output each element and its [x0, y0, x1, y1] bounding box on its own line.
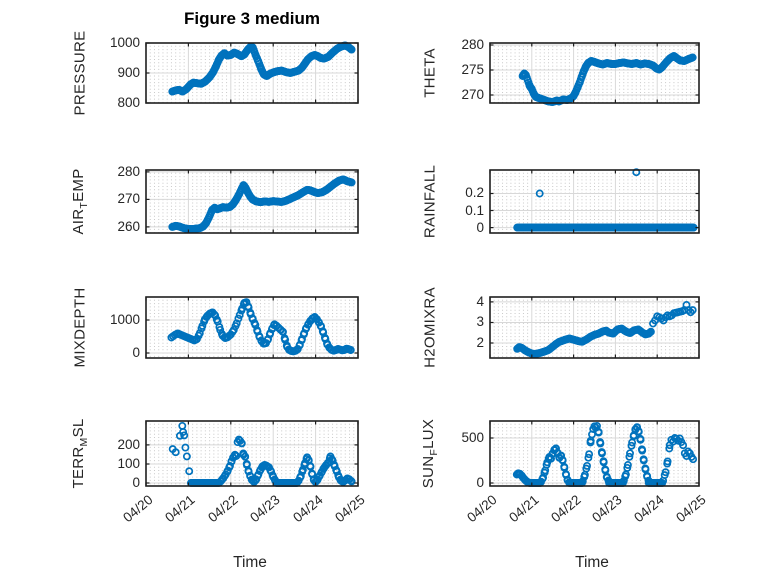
ylabel-sun-flux: SUNFLUX — [420, 418, 440, 489]
ytick-label-air-temp-280: 280 — [117, 163, 140, 179]
axes-box — [145, 420, 359, 487]
ytick-label-pressure-1000: 1000 — [109, 35, 140, 50]
ytick-label-h2omixra-3: 3 — [476, 314, 484, 330]
ytick-label-air-temp-260: 260 — [117, 218, 140, 234]
axes-box — [489, 420, 700, 487]
ylabel-theta: THETA — [421, 48, 439, 98]
ytick-label-rainfall-0.2: 0.2 — [465, 185, 484, 201]
subplot-pressure — [145, 41, 359, 104]
subplot-air-temp — [145, 169, 359, 234]
subplot-terr-msl — [145, 420, 359, 487]
axes-box — [145, 169, 359, 234]
ylabel-pressure: PRESSURE — [71, 30, 89, 116]
ytick-label-mixdepth-0: 0 — [132, 344, 140, 360]
data-markers-rainfall — [513, 168, 698, 232]
ytick-label-theta-275: 275 — [461, 62, 484, 77]
axes-box — [145, 296, 359, 359]
subplot-h2omixra — [489, 296, 700, 359]
ytick-label-sun-flux-0: 0 — [476, 475, 484, 491]
ytick-label-pressure-900: 900 — [117, 65, 140, 80]
data-markers-h2omixra — [513, 301, 697, 358]
ytick-label-terr-msl-200: 200 — [117, 436, 140, 452]
ylabel-rainfall: RAINFALL — [421, 164, 439, 239]
ytick-label-theta-280: 280 — [461, 37, 484, 52]
ytick-label-h2omixra-2: 2 — [476, 335, 484, 350]
ytick-label-air-temp-270: 270 — [117, 191, 140, 207]
xlabel-time-right: Time — [575, 554, 609, 571]
xlabel-time-left: Time — [233, 554, 267, 571]
axes-box — [489, 42, 700, 104]
subplot-rainfall — [489, 168, 700, 234]
ytick-label-pressure-800: 800 — [117, 95, 140, 110]
ytick-label-mixdepth-1000: 1000 — [109, 311, 140, 327]
figure-title: Figure 3 medium — [183, 9, 321, 28]
axes-box — [489, 296, 700, 359]
axes-box — [489, 169, 700, 234]
data-markers-pressure — [168, 41, 356, 96]
ylabel-h2omixra: H2OMIXRA — [421, 287, 439, 368]
ytick-label-terr-msl-0: 0 — [132, 474, 140, 490]
ytick-label-rainfall-0.1: 0.1 — [465, 202, 484, 218]
ytick-label-rainfall-0: 0 — [476, 219, 484, 235]
data-markers-air-temp — [168, 175, 356, 234]
data-markers-sun-flux — [512, 421, 698, 487]
ytick-label-terr-msl-100: 100 — [117, 455, 140, 471]
ytick-label-h2omixra-4: 4 — [476, 293, 484, 309]
ylabel-mixdepth: MIXDEPTH — [71, 287, 89, 368]
ytick-label-sun-flux-500: 500 — [461, 430, 484, 445]
subplot-mixdepth — [145, 296, 359, 359]
ytick-label-theta-270: 270 — [461, 87, 484, 102]
ylabel-air-temp: AIRTEMP — [70, 168, 90, 235]
subplot-sun-flux — [489, 420, 700, 487]
ylabel-terr-msl: TERRMSL — [70, 418, 90, 489]
subplot-theta — [489, 42, 700, 106]
data-markers-mixdepth — [167, 298, 355, 356]
